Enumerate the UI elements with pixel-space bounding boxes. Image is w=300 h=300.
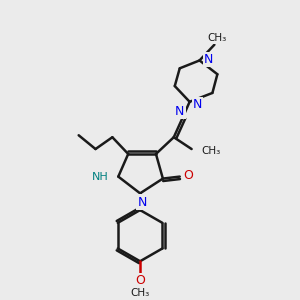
Text: O: O [135,274,145,287]
Text: N: N [193,98,202,111]
Text: N: N [175,105,184,118]
Text: CH₃: CH₃ [202,146,221,156]
Text: N: N [137,196,147,209]
Text: CH₃: CH₃ [130,288,150,298]
Text: NH: NH [92,172,108,182]
Text: CH₃: CH₃ [208,33,227,43]
Text: N: N [204,53,213,66]
Text: O: O [184,169,194,182]
